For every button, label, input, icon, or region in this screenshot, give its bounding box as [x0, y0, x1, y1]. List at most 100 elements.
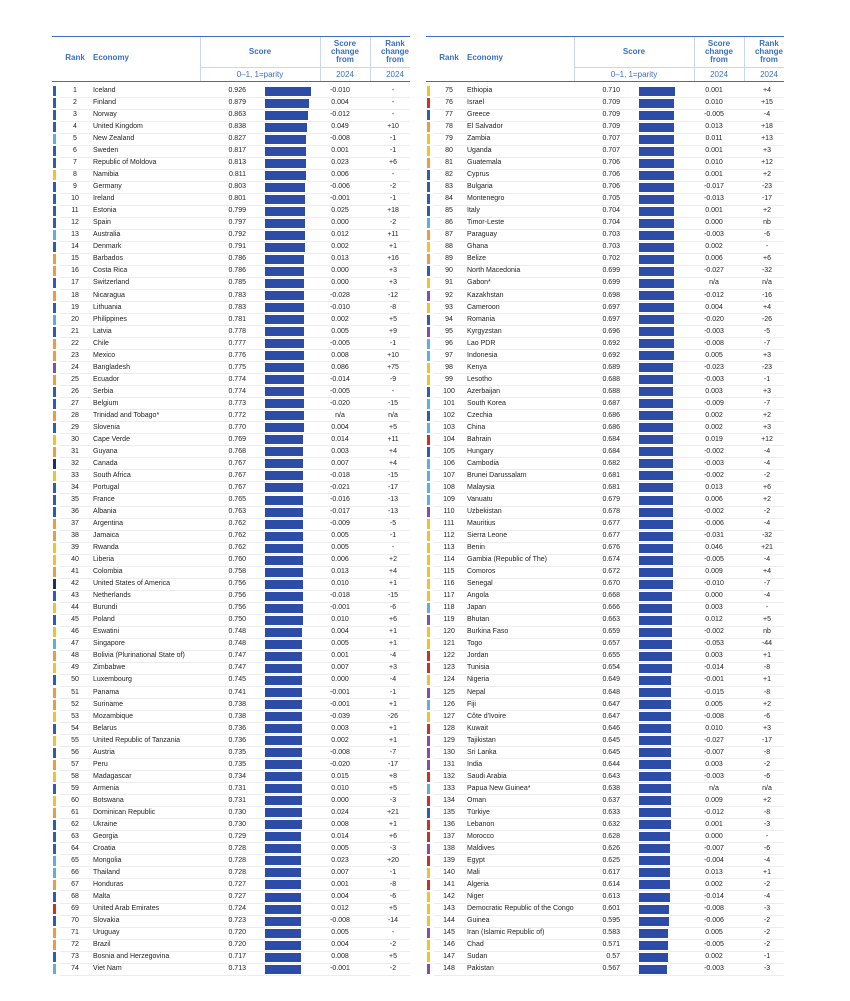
score-bar	[639, 122, 675, 132]
header-rule	[200, 67, 410, 68]
score: 0.763	[228, 508, 246, 516]
region-marker	[427, 362, 430, 373]
score-change: 0.003	[331, 724, 349, 732]
score-change-header: change	[704, 47, 733, 56]
rank-change: +6	[763, 483, 771, 491]
rank: 106	[443, 459, 455, 467]
region-marker	[53, 555, 56, 566]
rank-change: +3	[763, 351, 771, 359]
economy: South Africa	[93, 471, 131, 479]
row-rule	[434, 914, 784, 916]
score: 0.614	[602, 880, 620, 888]
rank: 104	[443, 435, 455, 443]
score: 0.703	[602, 243, 620, 251]
score-change: 0.002	[705, 243, 723, 251]
score-change: 0.003	[705, 760, 723, 768]
rank: 148	[443, 965, 455, 973]
row-rule	[434, 890, 784, 892]
score-bar	[639, 423, 674, 433]
region-marker	[427, 603, 430, 614]
economy: Pakistan	[467, 965, 494, 973]
rank: 143	[443, 905, 455, 913]
score-change: 0.006	[331, 556, 349, 564]
score-change: 0.002	[705, 880, 723, 888]
region-marker	[427, 218, 430, 229]
rank-change: -15	[387, 471, 399, 479]
score: 0.762	[228, 544, 246, 552]
rank-change-header: change	[754, 47, 783, 56]
rank: 82	[445, 171, 453, 179]
rank-change: -4	[763, 111, 771, 119]
region-marker	[53, 410, 56, 421]
score: 0.765	[228, 496, 246, 504]
score-bar	[265, 423, 304, 433]
rank: 126	[443, 700, 455, 708]
score: 0.786	[228, 267, 246, 275]
rank-change: -7	[763, 339, 771, 347]
rank: 145	[443, 929, 455, 937]
rank: 78	[445, 123, 453, 131]
row-rule	[434, 613, 784, 615]
score-bar	[265, 315, 305, 325]
rank: 1	[73, 87, 77, 94]
score-bar	[639, 663, 672, 673]
row-rule	[60, 577, 410, 579]
economy: Philippines	[93, 315, 127, 323]
rank-change: -17	[387, 483, 399, 491]
rank: 102	[443, 411, 455, 419]
row-rule	[60, 96, 410, 98]
score-change: 0.013	[705, 483, 723, 491]
score: 0.698	[602, 291, 620, 299]
region-marker	[427, 314, 430, 325]
economy: New Zealand	[93, 135, 135, 143]
score: 0.637	[602, 796, 620, 804]
score-change: -0.002	[704, 628, 724, 636]
score-change: -0.023	[704, 363, 724, 371]
row-rule	[434, 770, 784, 772]
score-bar	[265, 351, 304, 361]
region-marker	[427, 98, 430, 109]
region-marker	[53, 254, 56, 265]
score: 0.645	[602, 736, 620, 744]
row-rule	[60, 192, 410, 194]
region-marker	[53, 98, 56, 109]
score-change: -0.003	[704, 231, 724, 239]
rank-change: -3	[763, 905, 771, 913]
rank-change: +1	[763, 868, 771, 876]
rank-change: +1	[389, 700, 397, 708]
row-rule	[434, 649, 784, 651]
score: 0.672	[602, 568, 620, 576]
region-marker	[53, 470, 56, 481]
region-marker	[53, 374, 56, 385]
score-bar	[639, 820, 671, 830]
score-change: -0.007	[704, 748, 724, 756]
economy: Uruguay	[93, 929, 120, 937]
economy: Lesotho	[467, 375, 492, 383]
rank: 130	[443, 748, 455, 756]
score-change: n/a	[709, 279, 719, 287]
score-change: -0.008	[704, 339, 724, 347]
score: 0.735	[228, 748, 246, 756]
score-bar	[265, 291, 305, 300]
score-change: 0.003	[331, 447, 349, 455]
score: 0.756	[228, 604, 246, 612]
score-change: 0.023	[331, 159, 349, 167]
score-change: 0.004	[705, 303, 723, 311]
region-marker	[53, 350, 56, 361]
rank: 138	[443, 844, 455, 852]
region-marker	[53, 122, 56, 133]
score-change: -0.039	[330, 712, 350, 720]
economy: Chile	[93, 339, 109, 347]
score-change: 0.002	[331, 736, 349, 744]
row-rule	[434, 204, 784, 206]
score-change: -0.016	[330, 496, 350, 504]
score-change: 0.001	[705, 820, 723, 828]
score-bar	[265, 459, 304, 469]
rank: 60	[71, 796, 79, 804]
rank-change: +1	[763, 676, 771, 684]
score-bar	[639, 615, 673, 625]
row-rule	[60, 144, 410, 146]
region-marker	[53, 735, 56, 746]
score-change: 0.007	[331, 664, 349, 672]
score-change: 0.006	[331, 171, 349, 179]
